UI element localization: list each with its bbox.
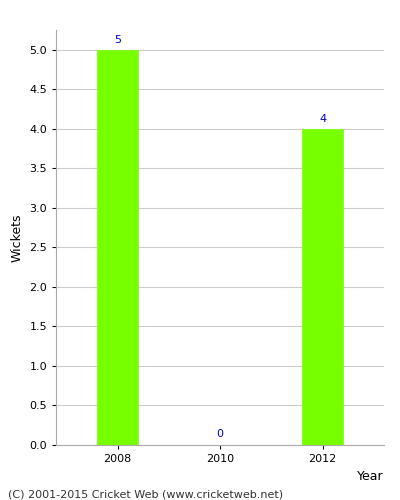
Text: Year: Year <box>357 470 384 483</box>
Y-axis label: Wickets: Wickets <box>11 213 24 262</box>
Bar <box>97 50 138 445</box>
Text: 0: 0 <box>216 430 224 440</box>
Text: 4: 4 <box>319 114 326 124</box>
Text: (C) 2001-2015 Cricket Web (www.cricketweb.net): (C) 2001-2015 Cricket Web (www.cricketwe… <box>8 490 283 500</box>
Text: 5: 5 <box>114 35 121 45</box>
Bar <box>302 129 343 445</box>
